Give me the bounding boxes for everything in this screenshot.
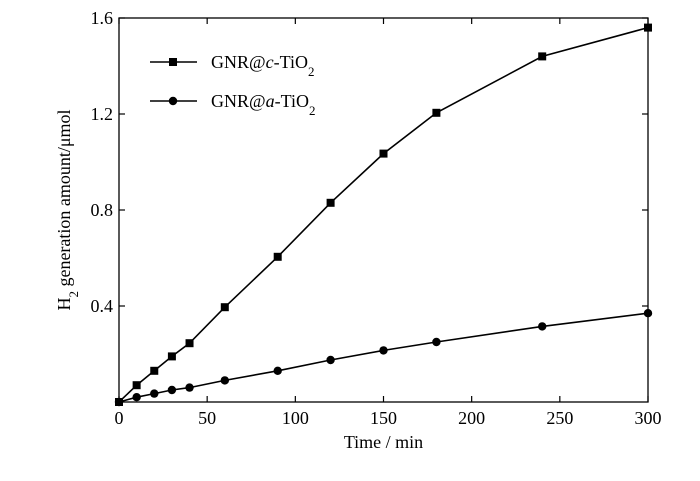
y-tick-label: 1.2 xyxy=(91,104,114,124)
legend-label-part: a xyxy=(266,91,275,111)
data-point xyxy=(644,23,652,32)
legend-label: GNR@c-TiO2 xyxy=(211,52,314,79)
x-tick-label: 250 xyxy=(546,408,573,428)
data-point xyxy=(167,385,177,395)
legend-item: GNR@c-TiO2 xyxy=(150,52,314,79)
data-point xyxy=(538,52,547,61)
x-axis-title: Time / min xyxy=(344,432,423,452)
data-point xyxy=(379,346,388,355)
legend-marker xyxy=(169,58,177,66)
data-point xyxy=(643,309,653,318)
axes xyxy=(118,17,649,403)
series-line xyxy=(118,26,649,403)
data-point xyxy=(432,337,441,347)
y-tick-label: 0.8 xyxy=(91,200,114,220)
x-tick-label: 300 xyxy=(635,408,662,428)
legend-label-part: GNR@ xyxy=(211,91,266,111)
series-2 xyxy=(114,309,653,407)
data-point xyxy=(220,376,229,385)
data-point xyxy=(379,149,388,158)
legend-marker xyxy=(168,96,178,106)
legend-label-part: GNR@ xyxy=(211,52,266,72)
data-point xyxy=(185,383,194,392)
data-point xyxy=(432,108,441,117)
x-tick-label: 50 xyxy=(198,408,216,428)
y-title-subscript: 2 xyxy=(66,291,81,298)
y-tick-label: 0.4 xyxy=(91,296,114,316)
data-point xyxy=(114,397,124,407)
data-point xyxy=(273,366,282,375)
plot-frame xyxy=(118,17,649,403)
data-point xyxy=(220,303,229,312)
x-tick-label: 200 xyxy=(458,408,485,428)
data-point xyxy=(150,366,159,375)
y-title-part: H xyxy=(54,298,74,311)
y-tick-label: 1.6 xyxy=(91,8,114,28)
data-point xyxy=(167,352,176,361)
data-point xyxy=(326,198,335,207)
legend-item: GNR@a-TiO2 xyxy=(150,91,315,118)
data-point xyxy=(273,252,282,261)
legend-label-part: c xyxy=(266,52,274,72)
legend-label: GNR@a-TiO2 xyxy=(211,91,315,118)
x-tick-label: 150 xyxy=(370,408,397,428)
series-line xyxy=(118,312,649,403)
data-point xyxy=(538,322,547,331)
y-axis-title: H2 generation amount/μmol xyxy=(54,109,81,310)
tick-marks xyxy=(118,17,649,402)
x-tick-label: 0 xyxy=(115,408,124,428)
legend-label-part: 2 xyxy=(308,64,315,79)
data-point xyxy=(150,389,159,398)
tick-labels: 0 50 100 150 200 250 300 0.4 0.8 1.2 1.6 xyxy=(91,8,662,428)
x-tick-label: 100 xyxy=(282,408,309,428)
data-point xyxy=(326,355,335,365)
data-point xyxy=(132,393,141,402)
data-point xyxy=(132,381,141,390)
legend-label-part: -TiO xyxy=(275,91,309,111)
y-title-part: generation amount/μmol xyxy=(54,109,74,291)
series-layer xyxy=(114,23,653,407)
legend-label-part: 2 xyxy=(309,103,316,118)
data-point xyxy=(185,339,194,348)
legend-label-part: -TiO xyxy=(274,52,308,72)
